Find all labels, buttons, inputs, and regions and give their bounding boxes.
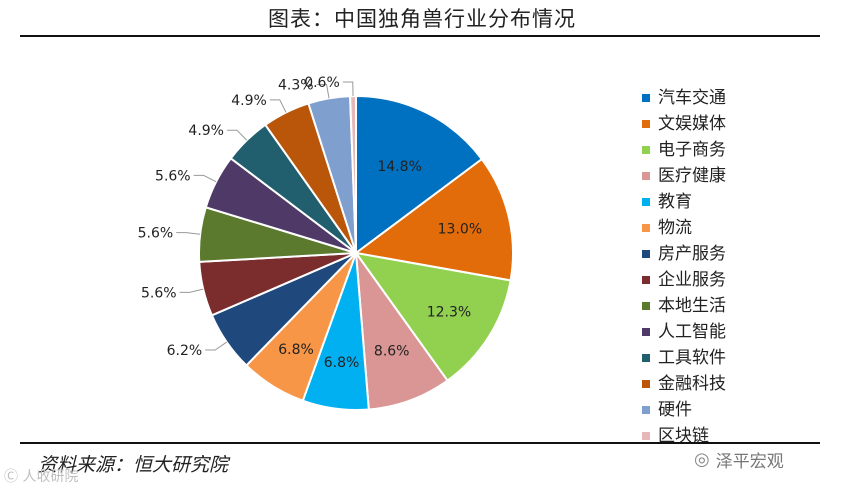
legend-label: 文娱媒体 xyxy=(658,114,726,134)
legend-item-区块链: 区块链 xyxy=(642,423,726,449)
leader-line-工具软件 xyxy=(226,129,248,141)
legend-item-电子商务: 电子商务 xyxy=(642,137,726,163)
legend-swatch xyxy=(642,302,650,310)
legend-item-企业服务: 企业服务 xyxy=(642,267,726,293)
data-label-人工智能: 5.6% xyxy=(155,168,191,184)
legend-swatch xyxy=(642,354,650,362)
data-label-文娱媒体: 13.0% xyxy=(438,221,482,237)
legend-swatch xyxy=(642,380,650,388)
wechat-icon: ◎ xyxy=(694,449,710,470)
legend-swatch xyxy=(642,250,650,258)
legend-label: 企业服务 xyxy=(658,270,726,290)
data-label-医疗健康: 8.6% xyxy=(374,343,410,359)
data-label-本地生活: 5.6% xyxy=(138,226,174,242)
legend-swatch xyxy=(642,406,650,414)
data-label-教育: 6.8% xyxy=(324,355,360,371)
legend-label: 物流 xyxy=(658,218,692,238)
legend-swatch xyxy=(642,146,650,154)
legend-item-文娱媒体: 文娱媒体 xyxy=(642,111,726,137)
legend-item-医疗健康: 医疗健康 xyxy=(642,163,726,189)
pie-slice-电子商务 xyxy=(353,251,512,382)
legend-item-工具软件: 工具软件 xyxy=(642,345,726,371)
legend-swatch xyxy=(642,276,650,284)
legend-item-汽车交通: 汽车交通 xyxy=(642,85,726,111)
legend-item-人工智能: 人工智能 xyxy=(642,319,726,345)
legend-label: 区块链 xyxy=(658,426,709,446)
legend-label: 工具软件 xyxy=(658,348,726,368)
bottom-rule xyxy=(20,442,820,444)
legend-item-教育: 教育 xyxy=(642,189,726,215)
legend-label: 电子商务 xyxy=(658,140,726,160)
chart-legend: 汽车交通文娱媒体电子商务医疗健康教育物流房产服务企业服务本地生活人工智能工具软件… xyxy=(642,85,726,449)
data-label-工具软件: 4.9% xyxy=(188,123,224,139)
legend-swatch xyxy=(642,432,650,440)
pie-slice-医疗健康 xyxy=(354,249,449,411)
legend-label: 房产服务 xyxy=(658,244,726,264)
legend-item-金融科技: 金融科技 xyxy=(642,371,726,397)
legend-label: 人工智能 xyxy=(658,322,726,342)
chart-title: 图表：中国独角兽行业分布情况 xyxy=(268,7,576,31)
legend-label: 金融科技 xyxy=(658,374,726,394)
legend-swatch xyxy=(642,224,650,232)
source-note: 资料来源：恒大研究院 xyxy=(38,454,229,476)
data-label-硬件: 4.3% xyxy=(278,78,314,94)
legend-swatch xyxy=(642,94,650,102)
watermark-right-text: 泽平宏观 xyxy=(715,452,784,472)
data-label-房产服务: 6.2% xyxy=(167,343,203,359)
pie-slice-汽车交通 xyxy=(355,94,484,255)
legend-label: 汽车交通 xyxy=(658,88,726,108)
data-label-电子商务: 12.3% xyxy=(427,305,471,321)
data-label-金融科技: 4.9% xyxy=(231,93,267,109)
legend-label: 本地生活 xyxy=(658,296,726,316)
leader-line-区块链 xyxy=(342,81,354,97)
watermark-right: ◎ 泽平宏观 xyxy=(694,447,784,472)
leader-line-硬件 xyxy=(316,84,330,99)
data-label-企业服务: 5.6% xyxy=(141,285,177,301)
legend-item-硬件: 硬件 xyxy=(642,397,726,423)
legend-label: 教育 xyxy=(658,192,692,212)
leader-line-本地生活 xyxy=(176,232,201,235)
legend-label: 硬件 xyxy=(658,400,692,420)
watermark-left: Ⓒ 人收研院 xyxy=(4,469,79,485)
legend-swatch xyxy=(642,172,650,180)
legend-swatch xyxy=(642,328,650,336)
legend-item-房产服务: 房产服务 xyxy=(642,241,726,267)
leader-line-金融科技 xyxy=(269,99,287,113)
top-rule xyxy=(20,35,820,37)
leader-line-房产服务 xyxy=(205,341,227,351)
data-label-汽车交通: 14.8% xyxy=(377,159,421,175)
legend-item-物流: 物流 xyxy=(642,215,726,241)
pie-slice-文娱媒体 xyxy=(353,157,514,282)
legend-item-本地生活: 本地生活 xyxy=(642,293,726,319)
leader-line-企业服务 xyxy=(179,288,204,293)
data-label-物流: 6.8% xyxy=(278,342,314,358)
data-label-区块链: 0.6% xyxy=(304,75,340,91)
leader-line-人工智能 xyxy=(193,174,217,183)
legend-swatch xyxy=(642,198,650,206)
legend-label: 医疗健康 xyxy=(658,166,726,186)
legend-swatch xyxy=(642,120,650,128)
